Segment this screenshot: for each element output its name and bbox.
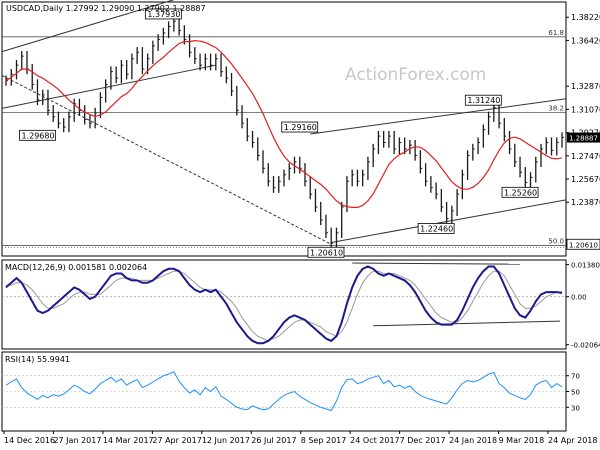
price-annotation-label: 1.31240 xyxy=(467,96,500,105)
macd-panel-frame xyxy=(1,259,567,350)
current-price-box xyxy=(567,132,600,143)
rsi-panel-frame xyxy=(1,351,567,432)
price-annotation-box xyxy=(19,129,56,141)
fib-level-label: 38.2 xyxy=(548,105,564,113)
price-y-tick-label: 1.36420 xyxy=(571,36,600,45)
x-tick-label: 8 Sep 2017 xyxy=(301,436,347,445)
channel-upper-line xyxy=(1,0,175,53)
x-tick-label: 14 Dec 2016 xyxy=(4,436,55,445)
price-annotation-box xyxy=(281,121,319,133)
x-tick-label: 26 Jul 2017 xyxy=(251,436,296,445)
price-y-tick-label: 1.38220 xyxy=(571,13,600,22)
macd-y-tick-label: 0.013802 xyxy=(571,262,600,270)
price-annotation-box xyxy=(464,94,502,106)
rsi-title: RSI(14) 55.9941 xyxy=(5,355,70,364)
x-tick-label: 9 Mar 2018 xyxy=(499,436,545,445)
price-annotation-label: 1.29680 xyxy=(21,131,54,140)
x-tick-label: 24 Jan 2018 xyxy=(449,436,497,445)
macd-signal-line xyxy=(6,270,563,342)
price-y-tick-label: 1.25670 xyxy=(571,175,600,184)
price-annotation-label: 1.29160 xyxy=(284,123,317,132)
rsi-y-tick-label: 70 xyxy=(571,373,580,381)
price-y-tick-label: 1.27470 xyxy=(571,152,600,161)
x-tick-label: 12 Jun 2017 xyxy=(202,436,250,445)
macd-support-line xyxy=(373,320,561,327)
macd-title: MACD(12,26,9) 0.001581 0.002064 xyxy=(5,263,147,272)
x-tick-label: 14 Mar 2017 xyxy=(103,436,154,445)
fib-level-label: 50.0 xyxy=(548,237,564,245)
price-annotation-label: 1.22460 xyxy=(420,224,453,233)
x-tick-label: 7 Dec 2017 xyxy=(400,436,446,445)
price-annotation-box xyxy=(307,246,345,258)
x-tick-label: 24 Oct 2017 xyxy=(350,436,399,445)
moving-average-line xyxy=(5,39,563,208)
x-tick-label: 24 Apr 2018 xyxy=(548,436,597,445)
channel-rising-upper-line xyxy=(310,98,567,135)
watermark: ActionForex.com xyxy=(345,65,486,85)
trend-dashed-line xyxy=(1,75,332,245)
price-annotation-box xyxy=(501,186,539,198)
price-y-tick-label: 1.31070 xyxy=(571,105,600,114)
price-annotation-label: 1.37930 xyxy=(147,10,180,19)
macd-y-tick-label: 0.00 xyxy=(571,294,587,302)
x-tick-label: 27 Jan 2017 xyxy=(53,436,101,445)
macd-main-line xyxy=(5,265,563,345)
price-y-tick-label: 1.23870 xyxy=(571,198,600,207)
current-price-label: 1.28887 xyxy=(569,135,598,143)
macd-resistance-line xyxy=(352,262,521,265)
price-chart-title: USDCAD,Daily 1.27992 1.29090 1.27902 1.2… xyxy=(6,4,206,13)
channel-rising-lower-line xyxy=(331,199,567,243)
price-annotation-label: 1.20610 xyxy=(310,248,343,257)
rsi-line xyxy=(5,371,563,412)
price-annotation-box xyxy=(144,8,182,20)
fib-level-label: 61.8 xyxy=(548,29,564,37)
rsi-y-tick-label: 30 xyxy=(571,404,580,412)
price-y-tick-label: 1.32870 xyxy=(571,82,600,91)
price-annotation-label: 1.25260 xyxy=(504,188,537,197)
x-tick-label: 27 Apr 2017 xyxy=(152,436,201,445)
price-marker-box xyxy=(566,238,600,250)
macd-y-tick-label: -0.020648 xyxy=(571,342,600,350)
rsi-y-tick-label: 50 xyxy=(571,389,580,397)
price-annotation-box xyxy=(417,223,455,234)
price-marker-label: 1.20610 xyxy=(569,241,598,249)
